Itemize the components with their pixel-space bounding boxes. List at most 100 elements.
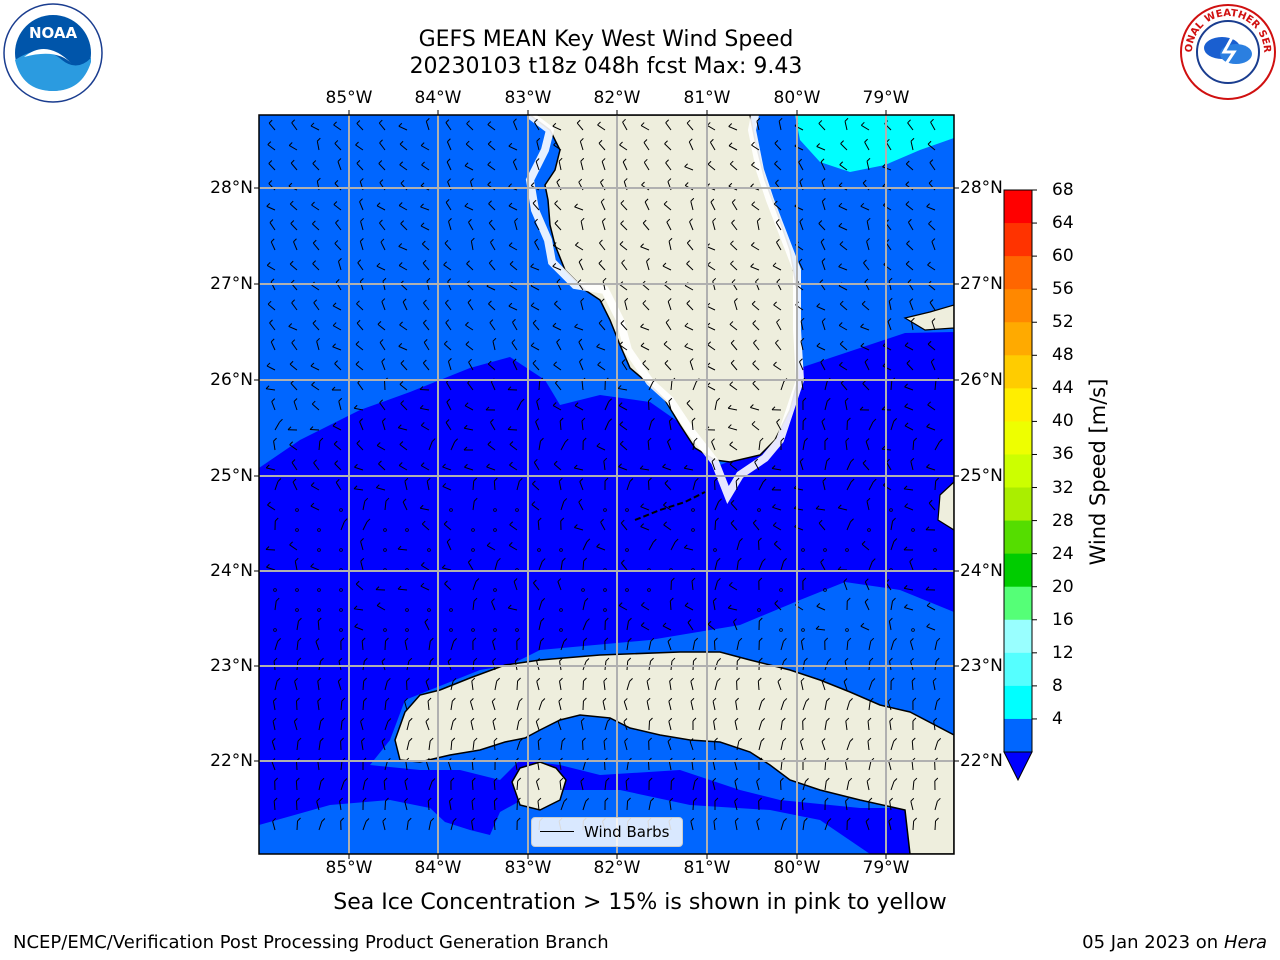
wind-barb <box>267 144 276 151</box>
wind-barb <box>756 781 760 791</box>
wind-barb <box>843 581 848 591</box>
wind-barb-flag <box>513 578 518 582</box>
wind-barb-flag <box>826 397 831 402</box>
wind-barb <box>800 341 804 351</box>
wind-barb <box>904 425 914 431</box>
wind-barb <box>684 605 694 611</box>
wind-barb <box>866 221 870 231</box>
wind-barb <box>730 342 738 351</box>
wind-barb <box>714 561 718 571</box>
wind-barb <box>490 381 496 391</box>
wind-barb-flag <box>816 603 821 607</box>
wind-barb <box>376 605 386 611</box>
wind-barb-flag <box>753 339 757 344</box>
wind-barb <box>580 301 584 311</box>
wind-barb-flag <box>602 697 607 702</box>
wind-barb-flag <box>760 737 765 742</box>
wind-barb <box>603 740 606 751</box>
wind-barb-flag <box>267 141 272 145</box>
wind-barb-flag <box>271 398 276 402</box>
wind-barb <box>406 821 409 831</box>
wind-barb <box>532 582 540 591</box>
wind-barb-flag <box>827 818 832 822</box>
wind-barb <box>839 303 848 311</box>
wind-barb <box>794 507 804 511</box>
wind-barb-flag <box>445 199 450 203</box>
wind-barb <box>909 561 914 571</box>
wind-barb-flag <box>397 585 402 590</box>
wind-barb <box>578 341 584 351</box>
wind-barb <box>289 544 298 551</box>
wind-barb <box>736 641 740 651</box>
wind-barb <box>398 345 408 351</box>
wind-barb-flag <box>935 817 939 822</box>
wind-barb <box>272 821 276 831</box>
wind-barb <box>706 325 716 331</box>
wind-barb-flag <box>420 462 425 466</box>
wind-barb-flag <box>473 597 478 602</box>
wind-barb <box>356 123 364 131</box>
wind-barb-flag <box>541 598 546 602</box>
latitude-label: 26°N <box>960 370 1003 390</box>
wind-barb <box>904 607 914 611</box>
wind-barb-flag <box>360 238 364 242</box>
wind-barb <box>626 761 629 771</box>
wind-barb <box>559 420 562 431</box>
wind-barb-flag <box>839 340 844 345</box>
wind-barb <box>930 361 936 371</box>
wind-barb-flag <box>335 479 340 483</box>
wind-barb-flag <box>749 404 754 408</box>
wind-barb-flag <box>643 158 648 163</box>
wind-barb <box>728 607 738 611</box>
wind-barb-flag <box>536 657 540 662</box>
wind-barb-flag <box>558 477 563 482</box>
wind-barb <box>706 246 716 251</box>
wind-barb <box>729 584 738 591</box>
wind-barb-flag <box>576 119 581 124</box>
wind-barb-flag <box>644 198 649 203</box>
wind-barb <box>618 405 628 411</box>
wind-barb-flag <box>382 817 387 822</box>
wind-barb-flag <box>693 797 697 802</box>
wind-barb <box>288 145 298 151</box>
wind-barb-flag <box>716 677 721 682</box>
longitude-label: 82°W <box>593 858 641 878</box>
wind-barb <box>684 345 694 351</box>
wind-barb <box>600 521 606 531</box>
wind-barb <box>604 401 610 411</box>
wind-barb <box>751 144 760 151</box>
wind-barb-flag <box>620 220 624 224</box>
wind-barb <box>601 221 606 231</box>
wind-barb <box>689 361 694 371</box>
calm-barb <box>317 608 321 612</box>
wind-barb-flag <box>847 637 852 642</box>
wind-barb-flag <box>927 261 931 266</box>
wind-barb <box>930 121 936 131</box>
wind-barb <box>934 820 937 831</box>
wind-barb <box>888 301 892 311</box>
wind-barb <box>487 124 496 131</box>
wind-barb <box>295 780 298 791</box>
wind-barb-flag <box>933 717 938 722</box>
wind-barb <box>907 122 914 131</box>
wind-barb-flag <box>838 182 843 187</box>
wind-barb <box>752 363 760 371</box>
wind-barb-flag <box>288 142 293 146</box>
wind-barb <box>334 363 342 371</box>
wind-barb <box>290 223 298 231</box>
wind-barb-flag <box>773 540 778 545</box>
wind-barb <box>335 482 342 491</box>
wind-barb-flag <box>316 137 321 142</box>
wind-barb-flag <box>908 218 912 223</box>
wind-barb-flag <box>574 402 579 407</box>
calm-barb <box>295 588 299 592</box>
wind-barb <box>267 504 276 511</box>
wind-barb <box>802 441 806 451</box>
wind-barb-flag <box>825 777 830 782</box>
wind-barb <box>450 681 454 691</box>
wind-barb <box>598 142 606 151</box>
wind-barb <box>904 587 914 591</box>
wind-barb-flag <box>269 319 273 324</box>
wind-barb <box>729 463 738 471</box>
wind-barb-flag <box>642 219 647 224</box>
